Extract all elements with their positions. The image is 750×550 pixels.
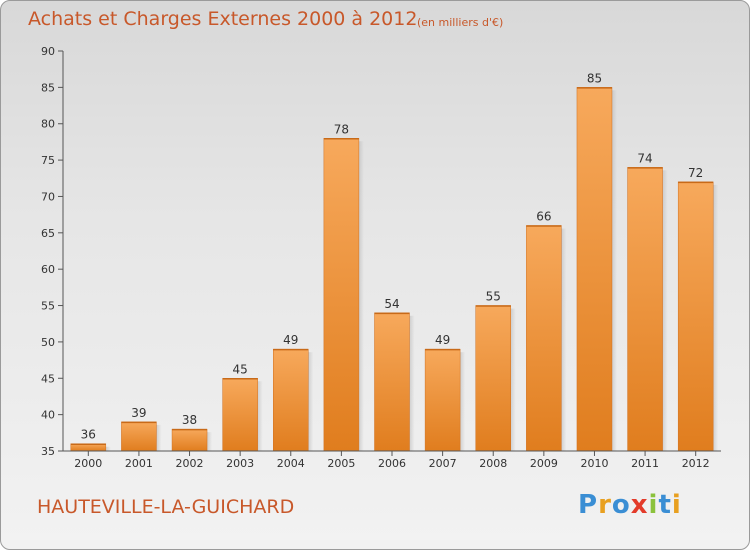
data-label-2002: 38 bbox=[182, 413, 197, 427]
y-tick-label: 60 bbox=[41, 263, 55, 276]
data-label-2007: 49 bbox=[435, 333, 450, 347]
data-label-2011: 74 bbox=[637, 151, 652, 165]
bar-shadow bbox=[308, 352, 314, 451]
bar-2002 bbox=[171, 428, 208, 452]
bar-shadow bbox=[713, 184, 719, 451]
y-tick-label: 40 bbox=[41, 409, 55, 422]
bar-2012 bbox=[677, 181, 714, 452]
bars-group: 36 39 38 45 49 78 54 49 55 66 85 74 72 bbox=[70, 71, 719, 452]
axes-group: 35 40 45 50 55 60 65 70 75 80 85 90 2000 2001 2002 2003… bbox=[41, 45, 721, 470]
x-tick-label-2009: 2009 bbox=[530, 457, 558, 470]
y-tick-label: 65 bbox=[41, 227, 55, 240]
bar-2005 bbox=[323, 138, 360, 452]
logo-letter: P bbox=[578, 490, 599, 520]
data-label-2008: 55 bbox=[486, 290, 501, 304]
data-label-2003: 45 bbox=[233, 362, 248, 376]
x-tick-label-2012: 2012 bbox=[682, 457, 710, 470]
x-tick-label-2007: 2007 bbox=[429, 457, 457, 470]
y-tick-label: 70 bbox=[41, 190, 55, 203]
bar-2001 bbox=[121, 421, 157, 452]
bar-2006 bbox=[374, 312, 410, 452]
data-label-2006: 54 bbox=[384, 297, 399, 311]
data-label-2005: 78 bbox=[334, 122, 349, 136]
y-tick-label: 35 bbox=[41, 445, 55, 458]
bar-2004 bbox=[273, 348, 309, 452]
chart-subtitle: (en milliers d'€) bbox=[417, 16, 504, 29]
data-label-2004: 49 bbox=[283, 333, 298, 347]
x-tick-label-2004: 2004 bbox=[277, 457, 305, 470]
bar-2009 bbox=[526, 225, 562, 452]
bar-shadow bbox=[257, 381, 263, 451]
x-tick-label-2001: 2001 bbox=[125, 457, 153, 470]
logo-letter: o bbox=[611, 490, 631, 520]
bar-shadow bbox=[105, 446, 111, 451]
logo-letter: t bbox=[658, 490, 672, 520]
logo-letter: i bbox=[648, 490, 659, 520]
bar-shadow bbox=[561, 228, 567, 451]
x-tick-label-2000: 2000 bbox=[74, 457, 102, 470]
y-tick-label: 80 bbox=[41, 118, 55, 131]
bar-shadow bbox=[409, 315, 415, 451]
y-tick-label: 75 bbox=[41, 154, 55, 167]
x-tick-label-2002: 2002 bbox=[176, 457, 204, 470]
bar-shadow bbox=[207, 432, 213, 451]
bar-shadow bbox=[611, 90, 617, 451]
bar-shadow bbox=[510, 308, 516, 451]
x-tick-label-2005: 2005 bbox=[327, 457, 355, 470]
bar-shadow bbox=[156, 424, 162, 451]
bar-shadow bbox=[662, 170, 668, 451]
logo-letter: r bbox=[598, 490, 612, 520]
data-label-2001: 39 bbox=[131, 406, 146, 420]
x-tick-label-2006: 2006 bbox=[378, 457, 406, 470]
x-tick-label-2008: 2008 bbox=[479, 457, 507, 470]
bar-2008 bbox=[475, 305, 511, 452]
y-tick-label: 85 bbox=[41, 81, 55, 94]
data-label-2010: 85 bbox=[587, 71, 602, 85]
proxiti-logo: Proxiti bbox=[578, 490, 682, 520]
bar-2010 bbox=[576, 87, 613, 452]
y-tick-label: 45 bbox=[41, 372, 55, 385]
bar-2011 bbox=[627, 167, 663, 452]
chart-title: Achats et Charges Externes 2000 à 2012 bbox=[28, 8, 418, 30]
place-name: HAUTEVILLE-LA-GUICHARD bbox=[37, 496, 295, 518]
logo-letter: x bbox=[630, 490, 649, 520]
bar-2003 bbox=[222, 378, 258, 452]
y-tick-label: 55 bbox=[41, 300, 55, 313]
bar-shadow bbox=[460, 352, 466, 451]
data-label-2000: 36 bbox=[81, 428, 96, 442]
data-label-2009: 66 bbox=[536, 210, 551, 224]
bar-shadow bbox=[358, 141, 364, 452]
bar-2007 bbox=[424, 348, 461, 452]
logo-letter: i bbox=[671, 490, 682, 520]
x-tick-label-2003: 2003 bbox=[226, 457, 254, 470]
x-tick-label-2011: 2011 bbox=[631, 457, 659, 470]
data-label-2012: 72 bbox=[688, 166, 703, 180]
y-tick-label: 50 bbox=[41, 336, 55, 349]
x-tick-label-2010: 2010 bbox=[580, 457, 608, 470]
y-tick-label: 90 bbox=[41, 45, 55, 58]
